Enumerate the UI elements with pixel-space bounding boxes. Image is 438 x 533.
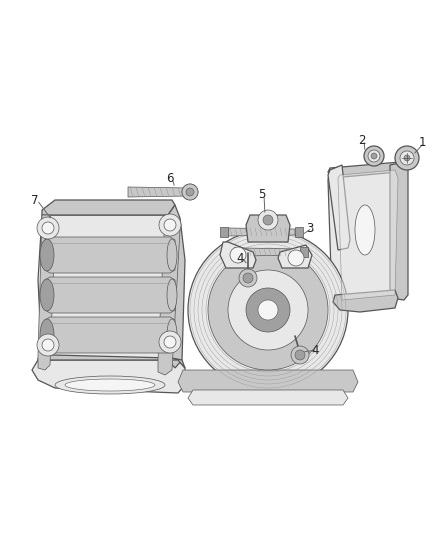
Circle shape — [371, 153, 377, 159]
Polygon shape — [246, 215, 290, 242]
Ellipse shape — [40, 239, 54, 271]
Circle shape — [186, 188, 194, 196]
Ellipse shape — [55, 376, 165, 394]
Circle shape — [239, 269, 257, 287]
Polygon shape — [45, 317, 175, 353]
Polygon shape — [38, 215, 182, 372]
Polygon shape — [38, 215, 55, 370]
Ellipse shape — [167, 279, 177, 311]
Polygon shape — [328, 165, 350, 250]
Circle shape — [42, 339, 54, 351]
Ellipse shape — [167, 239, 177, 271]
Circle shape — [188, 230, 348, 390]
Circle shape — [37, 217, 59, 239]
Polygon shape — [295, 227, 303, 237]
Text: 6: 6 — [166, 172, 174, 184]
Circle shape — [164, 219, 176, 231]
Circle shape — [258, 300, 278, 320]
Circle shape — [230, 247, 246, 263]
Wedge shape — [182, 192, 190, 199]
Circle shape — [364, 146, 384, 166]
Ellipse shape — [40, 279, 54, 311]
Polygon shape — [45, 277, 175, 313]
Text: 1: 1 — [418, 136, 426, 149]
Polygon shape — [188, 390, 348, 405]
Polygon shape — [300, 247, 308, 257]
Ellipse shape — [65, 379, 155, 391]
Circle shape — [182, 184, 198, 200]
Polygon shape — [42, 200, 175, 215]
Polygon shape — [278, 245, 312, 268]
Polygon shape — [178, 370, 358, 392]
Circle shape — [263, 215, 273, 225]
Polygon shape — [228, 228, 295, 236]
Polygon shape — [328, 162, 402, 178]
Circle shape — [159, 214, 181, 236]
Polygon shape — [333, 290, 398, 312]
Polygon shape — [234, 247, 242, 257]
Polygon shape — [32, 360, 185, 393]
Circle shape — [243, 273, 253, 283]
Circle shape — [42, 222, 54, 234]
Polygon shape — [38, 355, 185, 368]
Ellipse shape — [355, 205, 375, 255]
Polygon shape — [168, 205, 185, 368]
Wedge shape — [190, 192, 198, 199]
Wedge shape — [190, 185, 198, 192]
Circle shape — [404, 155, 410, 161]
Polygon shape — [390, 162, 408, 300]
Polygon shape — [220, 242, 256, 268]
Polygon shape — [220, 227, 228, 237]
Circle shape — [164, 336, 176, 348]
Circle shape — [400, 151, 414, 165]
Wedge shape — [186, 184, 194, 192]
Circle shape — [395, 146, 419, 170]
Polygon shape — [328, 165, 405, 305]
Polygon shape — [128, 187, 188, 197]
Circle shape — [288, 250, 304, 266]
Polygon shape — [242, 248, 300, 256]
Text: 2: 2 — [358, 133, 366, 147]
Text: 3: 3 — [306, 222, 314, 235]
Text: 4: 4 — [311, 343, 319, 357]
Text: 5: 5 — [258, 189, 266, 201]
Wedge shape — [182, 185, 190, 192]
Wedge shape — [186, 192, 194, 200]
Circle shape — [208, 250, 328, 370]
Polygon shape — [158, 215, 180, 375]
Circle shape — [258, 210, 278, 230]
Circle shape — [368, 150, 380, 162]
Circle shape — [291, 346, 309, 364]
Polygon shape — [338, 170, 398, 300]
Circle shape — [228, 270, 308, 350]
Circle shape — [295, 350, 305, 360]
Circle shape — [159, 331, 181, 353]
Ellipse shape — [40, 319, 54, 351]
Ellipse shape — [167, 319, 177, 351]
Polygon shape — [45, 237, 175, 273]
Text: 7: 7 — [31, 193, 39, 206]
Circle shape — [246, 288, 290, 332]
Text: 4: 4 — [236, 252, 244, 264]
Circle shape — [37, 334, 59, 356]
